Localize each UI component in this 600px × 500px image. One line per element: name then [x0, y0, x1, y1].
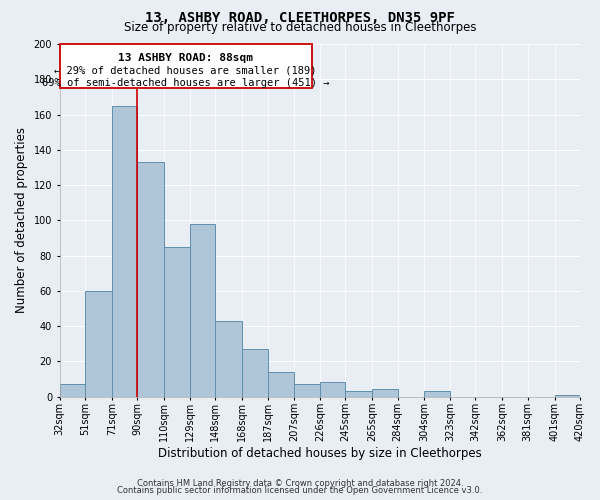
- Text: Size of property relative to detached houses in Cleethorpes: Size of property relative to detached ho…: [124, 22, 476, 35]
- Text: 69% of semi-detached houses are larger (451) →: 69% of semi-detached houses are larger (…: [42, 78, 329, 88]
- Bar: [372, 390, 398, 396]
- Bar: [295, 384, 320, 396]
- Bar: [215, 320, 242, 396]
- Bar: [268, 372, 295, 396]
- Bar: [59, 44, 312, 88]
- Text: Contains HM Land Registry data © Crown copyright and database right 2024.: Contains HM Land Registry data © Crown c…: [137, 478, 463, 488]
- Bar: [112, 106, 137, 397]
- Bar: [242, 349, 268, 397]
- Bar: [164, 246, 190, 396]
- Bar: [346, 391, 372, 396]
- Bar: [424, 391, 450, 396]
- Bar: [320, 382, 346, 396]
- Bar: [85, 291, 112, 397]
- Text: ← 29% of detached houses are smaller (189): ← 29% of detached houses are smaller (18…: [55, 65, 317, 75]
- Bar: [59, 384, 85, 396]
- Text: 13 ASHBY ROAD: 88sqm: 13 ASHBY ROAD: 88sqm: [118, 53, 253, 63]
- Text: 13, ASHBY ROAD, CLEETHORPES, DN35 9PF: 13, ASHBY ROAD, CLEETHORPES, DN35 9PF: [145, 12, 455, 26]
- X-axis label: Distribution of detached houses by size in Cleethorpes: Distribution of detached houses by size …: [158, 447, 482, 460]
- Bar: [190, 224, 215, 396]
- Y-axis label: Number of detached properties: Number of detached properties: [15, 128, 28, 314]
- Bar: [137, 162, 164, 396]
- Text: Contains public sector information licensed under the Open Government Licence v3: Contains public sector information licen…: [118, 486, 482, 495]
- Bar: [554, 395, 580, 396]
